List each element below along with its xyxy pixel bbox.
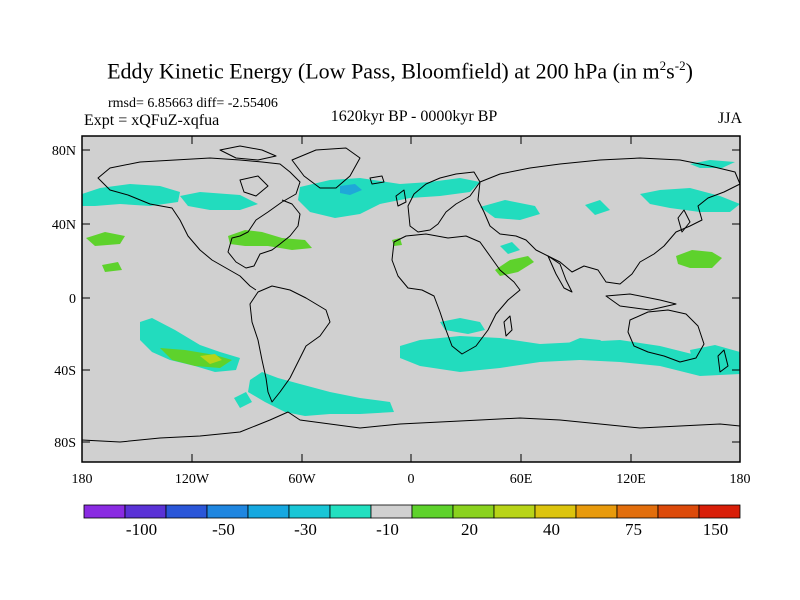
lon-tick-label: 60E xyxy=(510,472,533,487)
anomaly-us-green xyxy=(228,230,312,250)
anomaly-s-indian xyxy=(566,338,612,352)
coast-west-na xyxy=(127,194,257,291)
anomaly-w-pacific-green xyxy=(676,250,722,268)
colorbar-box xyxy=(616,504,659,519)
colorbar-box xyxy=(83,504,126,519)
axis-ticks xyxy=(81,136,741,462)
anomaly-s-pacific-yellow xyxy=(200,354,222,364)
anomaly-siberia-b xyxy=(640,188,740,212)
anomaly-n-africa-green xyxy=(392,238,402,246)
lon-tick-label: 120W xyxy=(175,472,210,487)
lon-tick-label: 120E xyxy=(616,472,646,487)
colorbar-box xyxy=(124,504,167,519)
stats-text: rmsd= 6.85663 diff= -2.55406 xyxy=(108,96,278,111)
colorbar-label: 75 xyxy=(625,520,642,539)
anomaly-pacific-sector xyxy=(234,392,252,408)
coast-australia xyxy=(627,309,705,363)
coast-africa xyxy=(391,233,521,355)
anomaly-fields xyxy=(82,160,740,416)
coast-antarctica xyxy=(81,411,741,443)
coast-uk xyxy=(395,189,407,207)
coast-north-america xyxy=(97,157,301,269)
anomaly-europe xyxy=(480,200,540,220)
colorbar-boxes xyxy=(83,504,741,519)
colorbar-box xyxy=(329,504,372,519)
anomaly-siberia-a xyxy=(585,200,610,215)
colorbar-box xyxy=(370,504,413,519)
coast-iceland xyxy=(369,175,385,185)
period-label: 1620kyr BP - 0000kyr BP xyxy=(330,108,498,125)
anomaly-s-atlantic xyxy=(400,336,740,376)
lat-tick-label: 0 xyxy=(69,292,76,307)
experiment-label: Expt = xQFuZ-xqfua xyxy=(84,112,220,129)
colorbar-label: -10 xyxy=(376,520,399,539)
coast-japan xyxy=(677,209,691,233)
colorbar-label: -50 xyxy=(212,520,235,539)
anomaly-southern-ocean xyxy=(248,372,394,416)
coast-new-zealand xyxy=(717,349,729,373)
coast-madagascar xyxy=(503,315,513,337)
colorbar-label: -30 xyxy=(294,520,317,539)
anomaly-pacific-green-2 xyxy=(102,262,122,272)
coast-india xyxy=(547,255,573,293)
colorbar-box xyxy=(288,504,331,519)
colorbar-box xyxy=(206,504,249,519)
lon-tick-label: 0 xyxy=(408,472,415,487)
coast-asia xyxy=(477,157,741,285)
lat-tick-label: 80S xyxy=(54,436,76,451)
colorbar-box xyxy=(657,504,700,519)
season-label: JJA xyxy=(717,110,742,127)
colorbar-labels: -100 -50 -30 -10 20 40 75 150 xyxy=(126,520,728,539)
coast-europe xyxy=(407,171,481,233)
anomaly-ne-pacific xyxy=(180,192,258,210)
anomaly-arabia-green xyxy=(495,256,534,276)
anomaly-s-africa xyxy=(440,318,485,334)
lat-tick-label: 40S xyxy=(54,364,76,379)
lat-tick-label: 80N xyxy=(52,144,76,159)
colorbar-box xyxy=(411,504,454,519)
anomaly-sahara-teal xyxy=(500,242,520,254)
lat-tick-label: 40N xyxy=(52,218,76,233)
colorbar-box xyxy=(575,504,618,519)
coast-hudson-bay xyxy=(239,175,269,197)
anomaly-n-pacific xyxy=(82,184,180,206)
colorbar-label: -100 xyxy=(126,520,157,539)
colorbar-box xyxy=(698,504,741,519)
chart-title: Eddy Kinetic Energy (Low Pass, Bloomfiel… xyxy=(107,58,693,84)
colorbar-box xyxy=(534,504,577,519)
coast-arctic-islands xyxy=(219,145,277,161)
lon-tick-label: 180 xyxy=(72,472,93,487)
colorbar-box xyxy=(247,504,290,519)
colorbar-box xyxy=(165,504,208,519)
lon-tick-label: 180 xyxy=(730,472,751,487)
colorbar-label: 40 xyxy=(543,520,560,539)
colorbar-box xyxy=(452,504,495,519)
lon-tick-label: 60W xyxy=(288,472,316,487)
colorbar-box xyxy=(493,504,536,519)
colorbar-label: 150 xyxy=(703,520,729,539)
anomaly-north-atlantic-core xyxy=(340,184,362,195)
coastlines xyxy=(81,145,741,443)
axis-tick-labels: 80N 40N 0 40S 80S 180 120W 60W 0 60E 120E 180 xyxy=(52,144,751,487)
colorbar-label: 20 xyxy=(461,520,478,539)
anomaly-australia-south xyxy=(690,345,740,366)
anomaly-pacific-green xyxy=(86,232,125,246)
coast-indonesia xyxy=(605,293,677,311)
coast-greenland xyxy=(291,147,361,189)
anomaly-arctic-strip xyxy=(690,160,735,168)
coast-south-america xyxy=(249,285,331,403)
anomaly-s-pacific-green xyxy=(160,348,232,368)
